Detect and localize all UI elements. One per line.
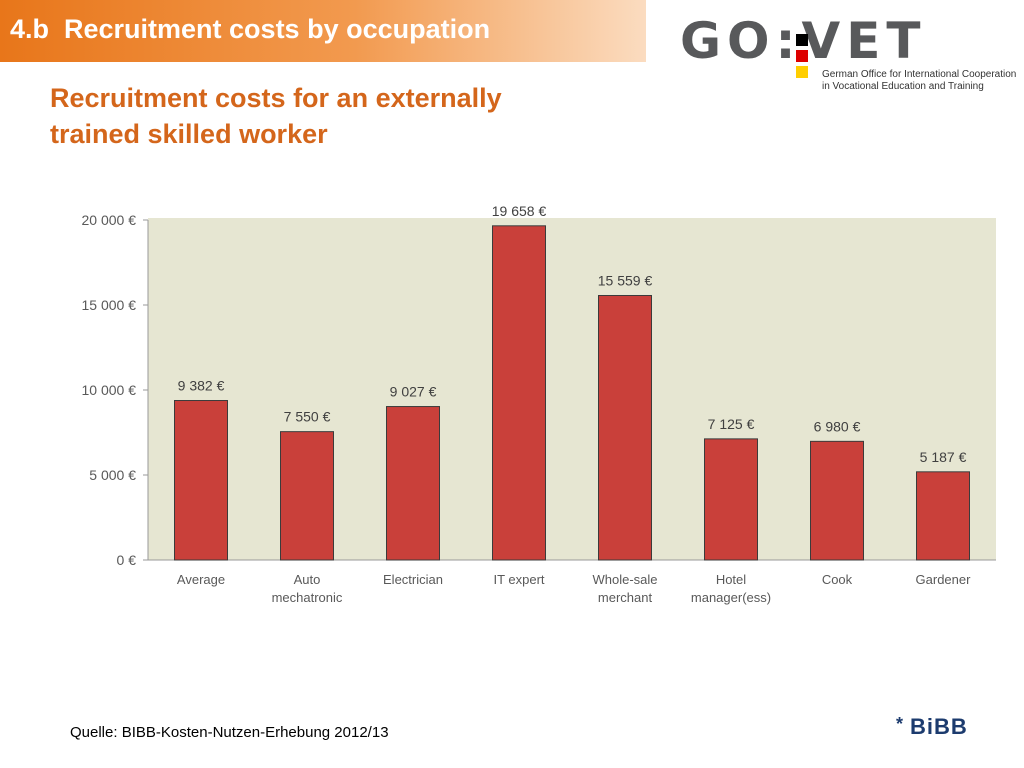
x-tick-label: Whole-sale merchant <box>592 572 657 605</box>
data-label: 6 980 € <box>814 418 861 434</box>
y-tick-label: 15 000 € <box>82 297 137 313</box>
x-tick-label-line: Auto <box>294 572 321 587</box>
bar-chart: 0 € 5 000 € 10 000 € 15 000 € 20 000 € 9 382 … <box>0 180 1024 620</box>
x-tick-label: Auto mechatronic <box>272 572 343 605</box>
x-tick-label-line: Average <box>177 572 225 587</box>
bibb-star: * <box>896 714 905 734</box>
x-tick-label-line: manager(ess) <box>691 590 771 605</box>
x-tick-label: Hotel manager(ess) <box>691 572 771 605</box>
bar <box>492 225 546 561</box>
x-tick-label: IT expert <box>493 572 544 587</box>
source-note: Quelle: BIBB-Kosten-Nutzen-Erhebung 2012… <box>70 724 389 741</box>
chart-title: Recruitment costs for an externally trai… <box>50 83 502 149</box>
x-tick-label: Average <box>177 572 225 587</box>
bar <box>386 406 440 561</box>
flag-stripe-black <box>796 34 808 46</box>
data-label: 9 382 € <box>178 378 225 394</box>
data-label: 5 187 € <box>920 449 967 465</box>
x-tick-label-line: Electrician <box>383 572 443 587</box>
x-tick-label: Cook <box>822 572 853 587</box>
y-tick-label: 20 000 € <box>82 212 137 228</box>
y-tick-label: 0 € <box>117 552 137 568</box>
x-tick-label-line: Cook <box>822 572 853 587</box>
data-label: 9 027 € <box>390 384 437 400</box>
logo-subtitle-line2: in Vocational Education and Training <box>822 81 984 92</box>
slide-title: 4.b Recruitment costs by occupation <box>10 14 491 44</box>
govet-logo: GO:VET German Office for International C… <box>680 16 1016 96</box>
x-tick-label-line: Whole-sale <box>592 572 657 587</box>
data-label: 7 125 € <box>708 416 755 432</box>
y-tick-label: 10 000 € <box>82 382 137 398</box>
bar-chart-svg: 0 € 5 000 € 10 000 € 15 000 € 20 000 € 9 382 … <box>82 203 996 605</box>
bar <box>704 438 758 561</box>
flag-stripe-gold <box>796 66 808 78</box>
x-tick-label-line: IT expert <box>493 572 544 587</box>
bar <box>916 471 970 561</box>
data-label: 19 658 € <box>492 203 547 219</box>
bar <box>280 431 334 561</box>
x-tick-label: Electrician <box>383 572 443 587</box>
bar <box>174 400 228 561</box>
x-tick-label-line: merchant <box>598 590 653 605</box>
data-label: 7 550 € <box>284 409 331 425</box>
x-tick-label-line: mechatronic <box>272 590 343 605</box>
bibb-logo: * BiBB <box>896 714 968 740</box>
x-tick-label: Gardener <box>916 572 972 587</box>
flag-stripe-red <box>796 50 808 62</box>
x-tick-label-line: Gardener <box>916 572 972 587</box>
y-tick-label: 5 000 € <box>89 467 136 483</box>
bar <box>598 294 652 561</box>
logo-subtitle-line1: German Office for International Cooperat… <box>822 69 1017 80</box>
bar <box>810 440 864 561</box>
bibb-wordmark: BiBB <box>910 714 968 739</box>
plot-area <box>148 218 996 560</box>
header-banner: 4.b Recruitment costs by occupation <box>0 0 646 62</box>
data-label: 15 559 € <box>598 272 653 288</box>
x-tick-label-line: Hotel <box>716 572 746 587</box>
